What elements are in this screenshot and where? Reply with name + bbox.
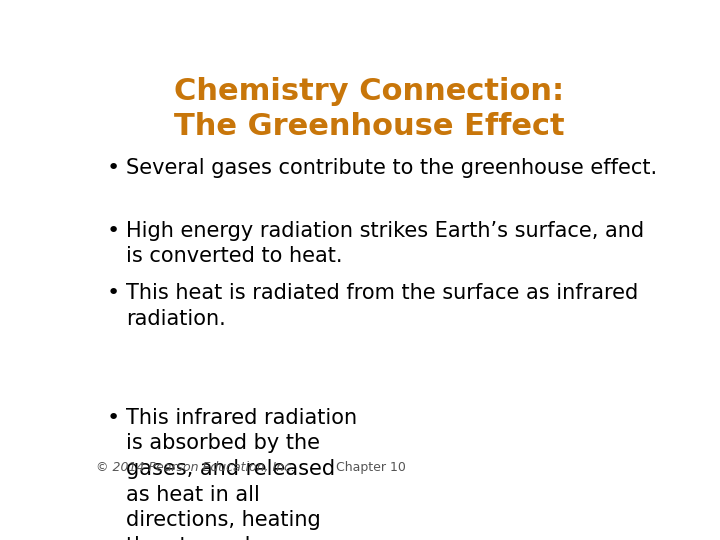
Text: •: • bbox=[107, 158, 120, 178]
Text: This infrared radiation
is absorbed by the
gases, and released
as heat in all
di: This infrared radiation is absorbed by t… bbox=[126, 408, 357, 540]
Text: •: • bbox=[107, 283, 120, 303]
Text: •: • bbox=[107, 221, 120, 241]
Text: Several gases contribute to the greenhouse effect.: Several gases contribute to the greenhou… bbox=[126, 158, 657, 178]
Text: High energy radiation strikes Earth’s surface, and
is converted to heat.: High energy radiation strikes Earth’s su… bbox=[126, 221, 644, 266]
Text: •: • bbox=[107, 408, 120, 428]
Text: This heat is radiated from the surface as infrared
radiation.: This heat is radiated from the surface a… bbox=[126, 283, 639, 329]
Text: Chemistry Connection:
The Greenhouse Effect: Chemistry Connection: The Greenhouse Eff… bbox=[174, 77, 564, 141]
Text: Chapter 10: Chapter 10 bbox=[336, 461, 405, 474]
Text: © 2014 Pearson Education, Inc.: © 2014 Pearson Education, Inc. bbox=[96, 461, 294, 474]
